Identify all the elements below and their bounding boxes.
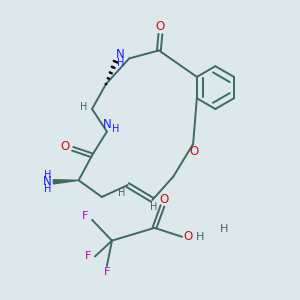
Text: H: H (44, 170, 51, 180)
Text: O: O (189, 145, 198, 158)
Text: H: H (117, 58, 124, 68)
Text: N: N (116, 48, 125, 62)
Text: H: H (196, 232, 204, 242)
Text: H: H (220, 224, 229, 234)
Text: F: F (104, 267, 110, 277)
Text: H: H (112, 124, 119, 134)
Text: H: H (80, 103, 87, 112)
Text: H: H (150, 202, 158, 212)
Text: H: H (44, 184, 51, 194)
Text: O: O (183, 230, 193, 243)
Text: N: N (43, 175, 52, 188)
Text: F: F (85, 251, 92, 261)
Text: O: O (159, 193, 169, 206)
Text: N: N (103, 118, 111, 130)
Text: O: O (156, 20, 165, 33)
Text: H: H (118, 188, 125, 197)
Polygon shape (53, 180, 79, 184)
Text: F: F (82, 211, 89, 221)
Text: O: O (60, 140, 69, 153)
